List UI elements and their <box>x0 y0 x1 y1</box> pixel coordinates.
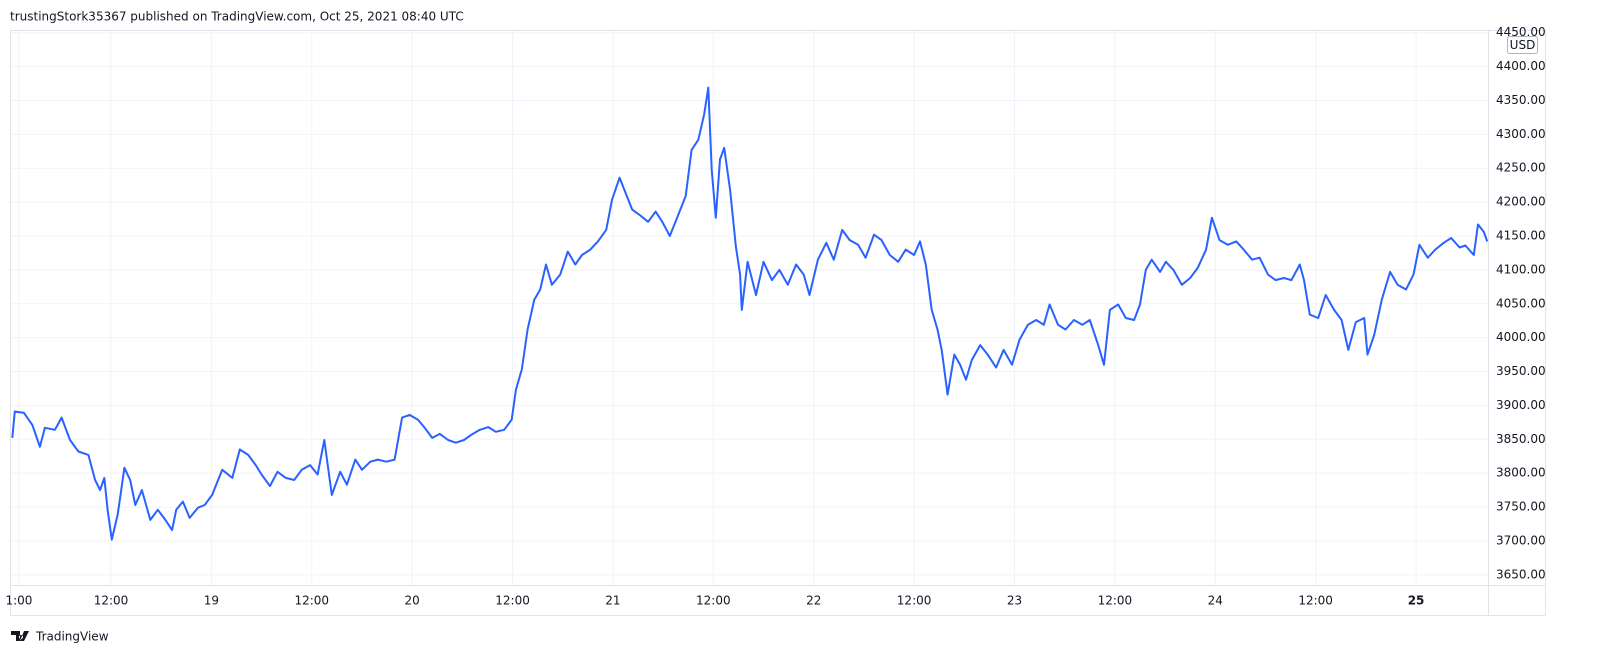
x-tick-label: 19 <box>204 594 219 608</box>
y-tick-label: 3950.00 <box>1496 364 1546 378</box>
x-tick-label: 25 <box>1408 594 1425 608</box>
y-tick-label: 3650.00 <box>1496 567 1546 581</box>
y-tick-label: 3700.00 <box>1496 533 1546 547</box>
footer: TradingView <box>35 630 109 644</box>
y-tick-label: 3800.00 <box>1496 466 1546 480</box>
x-tick-label: 1:00 <box>5 594 32 608</box>
y-tick-label: 4250.00 <box>1496 161 1546 175</box>
x-tick-label: 12:00 <box>94 594 129 608</box>
x-tick-label: 12:00 <box>1298 594 1333 608</box>
x-tick-label: 22 <box>806 594 821 608</box>
x-tick-label: 23 <box>1007 594 1022 608</box>
series <box>11 86 1488 541</box>
frame <box>10 30 1546 616</box>
header: trustingStork35367 published on TradingV… <box>10 10 464 24</box>
currency-box <box>1507 36 1538 54</box>
x-tick-label: 20 <box>405 594 420 608</box>
y-tick-label: 4100.00 <box>1496 262 1546 276</box>
y-tick-label: 4050.00 <box>1496 296 1546 310</box>
y-tick-label: 4000.00 <box>1496 330 1546 344</box>
x-tick-label: 12:00 <box>696 594 731 608</box>
y-tick-label: 3900.00 <box>1496 398 1546 412</box>
axis-labels: 3650.00 3700.00 3750.00 3800.00 3850.00 3900.… <box>5 25 1545 607</box>
y-tick-label: 4450.00 <box>1496 25 1546 39</box>
logo <box>11 631 29 641</box>
x-tick-label: 12:00 <box>294 594 329 608</box>
x-tick-label: 12:00 <box>1098 594 1133 608</box>
price-line <box>11 86 1488 541</box>
grid <box>10 30 1488 585</box>
y-tick-label: 4300.00 <box>1496 127 1546 141</box>
y-tick-label: 3750.00 <box>1496 500 1546 514</box>
y-tick-label: 4200.00 <box>1496 195 1546 209</box>
y-tick-label: 4350.00 <box>1496 93 1546 107</box>
currency-label: USD <box>1510 38 1536 52</box>
y-tick-label: 3850.00 <box>1496 432 1546 446</box>
x-tick-label: 12:00 <box>495 594 530 608</box>
x-tick-label: 21 <box>605 594 620 608</box>
x-tick-label: 12:00 <box>897 594 932 608</box>
y-tick-label: 4150.00 <box>1496 229 1546 243</box>
x-tick-label: 24 <box>1208 594 1223 608</box>
y-tick-label: 4400.00 <box>1496 59 1546 73</box>
